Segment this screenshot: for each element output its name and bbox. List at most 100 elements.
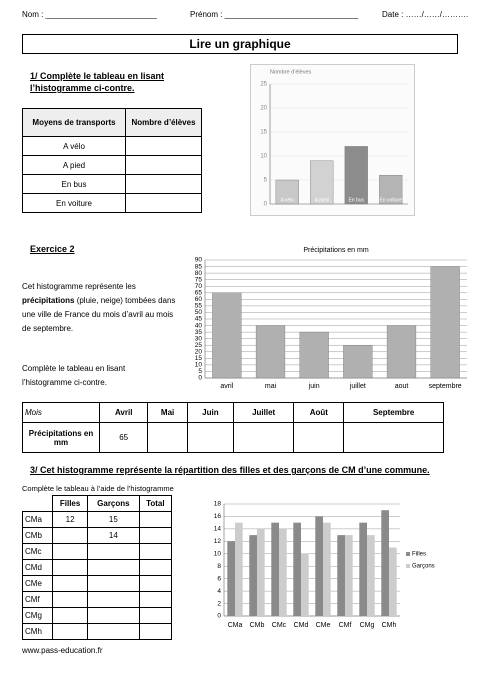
y-tick-label: 45 (195, 316, 203, 323)
column-header: Juin (186, 402, 234, 423)
x-tick-label: CMc (272, 622, 287, 629)
x-tick-label: juillet (349, 383, 366, 390)
column-header: Moyens de transports (22, 108, 126, 137)
x-tick-label: avril (220, 383, 233, 390)
y-tick-label: 90 (195, 257, 203, 264)
row-label: A vélo (22, 136, 126, 156)
x-tick-label: A pied (315, 197, 329, 203)
y-tick-label: 14 (214, 526, 222, 533)
column-header: Juillet (232, 402, 295, 423)
x-tick-label: CMf (339, 622, 352, 629)
y-tick-label: 65 (195, 289, 203, 296)
x-tick-label: En voiture (379, 197, 402, 203)
column-header: Total (138, 495, 173, 512)
y-tick-label: 15 (195, 355, 203, 362)
x-tick-label: aout (395, 383, 409, 390)
row-label: Précipitations en mm (22, 422, 100, 453)
y-tick-label: 16 (214, 513, 222, 520)
x-tick-label: CMe (316, 622, 331, 629)
bar (299, 331, 329, 379)
y-tick-label: 5 (264, 178, 268, 184)
column-header: Garçons (87, 495, 140, 512)
bar (315, 516, 323, 616)
instruction: Complète le tableau en lisant l’histogra… (22, 364, 126, 387)
x-tick-label: CMg (360, 622, 375, 629)
bar (227, 541, 235, 616)
text: Cet histogramme représente les (22, 282, 136, 291)
y-tick-label: 30 (195, 335, 203, 342)
row-label: CMh (21, 623, 54, 640)
x-tick-label: CMb (250, 622, 265, 629)
bar (389, 547, 397, 616)
y-tick-label: 60 (195, 296, 203, 303)
section-heading: 3/ Cet histogramme représente la réparti… (30, 465, 430, 475)
y-tick-label: 2 (217, 600, 221, 607)
section-heading: 1/ Complète le tableau en lisant l’histo… (30, 71, 165, 93)
bar (343, 345, 373, 379)
y-tick-label: 15 (260, 130, 267, 136)
row-label: En voiture (22, 193, 126, 213)
x-tick-label: mai (265, 383, 277, 390)
y-tick-label: 35 (195, 329, 203, 336)
bar (344, 146, 368, 205)
y-tick-label: 0 (198, 375, 202, 382)
y-tick-label: 20 (195, 348, 203, 355)
row-label: CMd (21, 559, 54, 576)
row-label: En bus (22, 174, 126, 194)
bar (271, 522, 279, 616)
bar (310, 160, 334, 205)
y-tick-label: 10 (195, 362, 203, 369)
legend-label: Garçons (412, 564, 435, 570)
bar (275, 179, 299, 205)
row-label: CMe (21, 575, 54, 592)
row-label: CMc (21, 543, 54, 560)
cell: 14 (87, 527, 140, 544)
x-tick-label: CMd (294, 622, 309, 629)
footer: www.pass-education.fr (22, 646, 103, 655)
transport-table: Moyens de transports Nombre d’élèves A vé… (22, 108, 202, 213)
cell: 15 (87, 511, 140, 528)
row-label: CMa (21, 511, 54, 528)
y-tick-label: 20 (260, 106, 267, 112)
chart: Précipitations en mm 05101520253035404550… (195, 247, 467, 390)
y-tick-label: 75 (195, 276, 203, 283)
y-tick-label: 8 (217, 563, 221, 570)
cell: 65 (98, 422, 149, 453)
y-tick-label: 25 (195, 342, 203, 349)
date-field: Date : ……/……/………. (382, 10, 469, 19)
instruction: Complète le tableau à l’aide de l’histog… (22, 484, 174, 493)
bar (255, 325, 286, 379)
y-tick-label: 10 (214, 550, 222, 557)
bar (367, 535, 375, 616)
row-label: CMb (21, 527, 54, 544)
column-header: Mois (22, 402, 100, 423)
y-tick-label: 6 (217, 575, 221, 582)
bar (379, 174, 403, 205)
x-tick-label: A vélo (280, 197, 294, 203)
column-header: Mai (147, 402, 188, 423)
y-axis-label: Nombre d’élèves (270, 69, 312, 75)
bar (386, 325, 417, 379)
y-tick-label: 10 (260, 154, 267, 160)
row-label: A pied (22, 155, 126, 175)
row-label: CMf (21, 591, 54, 608)
chart: 0 2 4 6 8 10 12 14 16 18 CMa CMb CMc CMd CMe CMf CMg CMh F… (214, 501, 435, 629)
y-tick-label: 0 (264, 202, 268, 208)
y-tick-label: 5 (198, 368, 202, 375)
y-tick-label: 18 (214, 501, 222, 508)
bold-text: précipitations (22, 296, 75, 305)
bar (301, 553, 309, 616)
bar (430, 266, 460, 379)
section-heading: Exercice 2 (30, 244, 75, 254)
column-header: Nombre d’élèves (125, 108, 202, 137)
legend-label: Filles (412, 552, 426, 558)
y-tick-label: 40 (195, 322, 203, 329)
rain-table: Mois Avril Mai Juin Juillet Août Septembre Pré… (22, 402, 444, 453)
bar (293, 522, 301, 616)
page-title: Lire un graphique (22, 34, 458, 54)
bar (381, 510, 389, 616)
column-header: Avril (98, 402, 149, 423)
y-tick-label: 55 (195, 303, 203, 310)
x-tick-label: CMh (382, 622, 397, 629)
